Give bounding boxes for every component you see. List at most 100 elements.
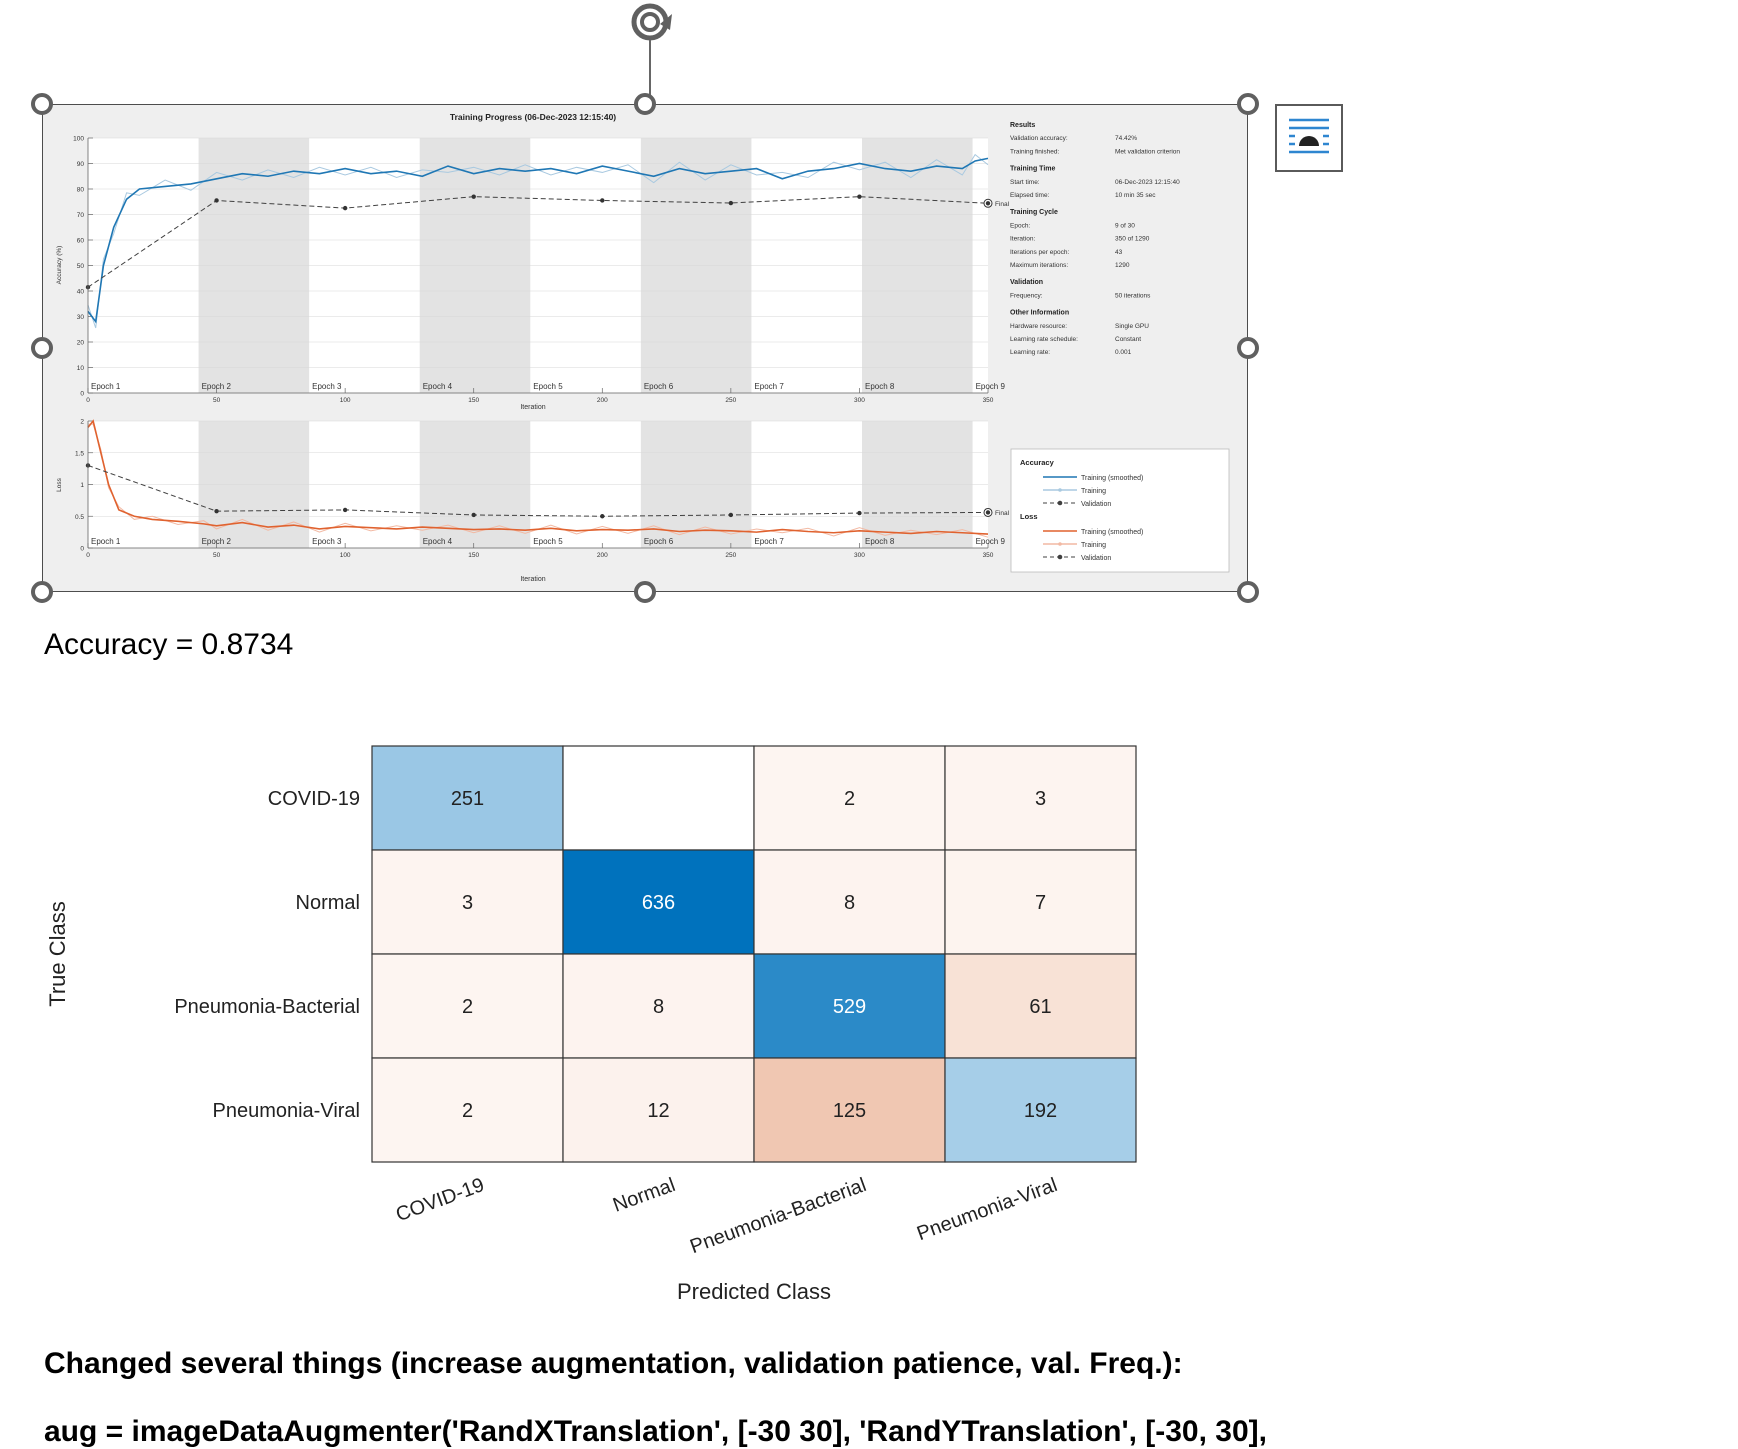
loss-xtick-label: 0: [86, 552, 90, 559]
acc-validation-point: [985, 201, 991, 206]
training-progress-plot: Training Progress (06-Dec-2023 12:15:40)…: [56, 112, 1230, 584]
confusion-row-label: Pneumonia-Bacterial: [174, 996, 360, 1018]
code-line: aug = imageDataAugmenter('RandXTranslati…: [44, 1415, 1267, 1448]
confusion-cell-value: 636: [642, 892, 675, 914]
results-row-label: Learning rate:: [1010, 349, 1050, 356]
acc-epoch-label: Epoch 7: [754, 382, 784, 391]
confusion-cell: [562, 849, 755, 955]
loss-epoch-label: Epoch 6: [644, 537, 674, 546]
results-row-value: 9 of 30: [1115, 222, 1135, 229]
acc-epoch-label: Epoch 2: [202, 382, 232, 391]
loss-ytick-label: 2: [80, 419, 84, 426]
resize-handle-bottom-right[interactable]: [1237, 581, 1259, 603]
confusion-cell-value: 12: [647, 1100, 669, 1122]
acc-ytick-label: 50: [77, 263, 85, 270]
results-section-header: Validation: [1010, 279, 1043, 286]
acc-validation-point: [471, 194, 476, 199]
confusion-cell: [562, 1057, 755, 1163]
resize-handle-top-left[interactable]: [31, 93, 53, 115]
rotate-handle[interactable]: [620, 0, 700, 46]
results-row-value: Single GPU: [1115, 323, 1149, 330]
confusion-cell: [371, 1057, 564, 1163]
loss-xtick-label: 250: [725, 552, 736, 559]
results-row-value: 10 min 35 sec: [1115, 192, 1156, 199]
results-section-header: Other Information: [1010, 310, 1069, 317]
loss-epoch-label: Epoch 4: [423, 537, 453, 546]
acc-xtick-label: 250: [725, 397, 736, 404]
resize-handle-middle-left[interactable]: [31, 337, 53, 359]
resize-handle-top-center[interactable]: [634, 93, 656, 115]
confusion-cell-value: 8: [653, 996, 664, 1018]
legend-acc-training-label: Training: [1081, 488, 1106, 495]
acc-ytick-label: 80: [77, 187, 85, 194]
results-section-header: Training Time: [1010, 166, 1055, 173]
confusion-cell: [944, 1057, 1137, 1163]
accuracy-final-label: Final: [995, 201, 1010, 208]
resize-handle-top-right[interactable]: [1237, 93, 1259, 115]
loss-validation-point: [600, 514, 605, 519]
resize-handle-bottom-left[interactable]: [31, 581, 53, 603]
confusion-cell-value: 61: [1029, 996, 1051, 1018]
loss-validation-line: [87, 464, 989, 517]
results-row-value: Constant: [1115, 336, 1141, 343]
training-progress-image[interactable]: Training Progress (06-Dec-2023 12:15:40)…: [42, 104, 1248, 592]
confusion-cell-value: 251: [451, 788, 484, 810]
results-row-value: 43: [1115, 249, 1123, 256]
confusion-cell-value: 2: [844, 788, 855, 810]
confusion-cell: [562, 745, 755, 851]
results-row-value: 06-Dec-2023 12:15:40: [1115, 179, 1180, 186]
results-section-header: Results: [1010, 122, 1035, 129]
confusion-matrix-ylabel: True Class: [45, 901, 70, 1007]
loss-xtick-label: 150: [468, 552, 479, 559]
loss-validation-point: [214, 508, 219, 514]
confusion-cell-value: 192: [1024, 1100, 1057, 1122]
results-row-label: Epoch:: [1010, 222, 1030, 229]
loss-epoch-label: Epoch 7: [754, 537, 784, 546]
confusion-cell: [753, 849, 946, 955]
confusion-col-label: Pneumonia-Viral: [914, 1174, 1060, 1245]
loss-xtick-label: 350: [983, 552, 994, 559]
acc-epoch-label: Epoch 3: [312, 382, 342, 391]
legend-loss-header: Loss: [1020, 512, 1038, 521]
loss-ytick-label: 1.5: [75, 450, 84, 457]
loss-ylabel: Loss: [56, 477, 63, 491]
acc-xtick-label: 200: [597, 397, 608, 404]
acc-epoch-label: Epoch 8: [865, 382, 895, 391]
loss-validation-point: [342, 507, 348, 513]
loss-xlabel: Iteration: [520, 576, 545, 583]
results-row-value: 0.001: [1115, 349, 1132, 356]
loss-ytick-label: 0.5: [75, 514, 84, 521]
loss-epoch-label: Epoch 5: [533, 537, 563, 546]
acc-ytick-label: 100: [73, 136, 84, 143]
legend-box: Accuracy Training (smoothed) Training Va…: [1010, 448, 1230, 573]
acc-xtick-label: 100: [340, 397, 351, 404]
acc-xtick-label: 150: [468, 397, 479, 404]
resize-handle-bottom-center[interactable]: [634, 581, 656, 603]
results-row-value: 1290: [1115, 262, 1130, 269]
results-row-label: Iteration:: [1010, 236, 1035, 243]
confusion-cell-value: 7: [1035, 892, 1046, 914]
results-panel: Results Validation accuracy: 74.42% Trainin…: [1010, 122, 1180, 356]
acc-epoch-label: Epoch 5: [533, 382, 563, 391]
results-section-header: Training Cycle: [1010, 209, 1058, 216]
loss-validation-point: [857, 510, 862, 516]
confusion-col-label: Pneumonia-Bacterial: [687, 1174, 869, 1258]
results-row-label: Start time:: [1010, 179, 1040, 186]
loss-epoch-label: Epoch 2: [202, 537, 232, 546]
legend-acc-validation-label: Validation: [1081, 501, 1111, 508]
results-row-label: Elapsed time:: [1010, 192, 1050, 199]
acc-ytick-label: 10: [77, 365, 85, 372]
confusion-matrix-chart: 251 2 3 3 636 8 7 2 8 529 61 2 12 125 192 COVID-19 Norm…: [45, 745, 1137, 1304]
results-row-label: Maximum iterations:: [1010, 262, 1068, 269]
acc-epoch-label: Epoch 9: [976, 382, 1006, 391]
layout-options-button[interactable]: [1275, 104, 1343, 172]
loss-axes: 0 0.5 1 1.5 2 0 50 100 150 200 250 300 350 Epoch 1 Ep…: [56, 419, 1010, 584]
loss-epoch-label: Epoch 1: [91, 537, 121, 546]
legend-loss-smoothed-label: Training (smoothed): [1081, 529, 1143, 536]
acc-validation-point: [214, 198, 219, 203]
accuracy-training-smoothed-line: [87, 157, 989, 324]
results-row-label: Iterations per epoch:: [1010, 249, 1069, 256]
loss-validation-point: [728, 512, 734, 518]
confusion-cell-value: 2: [462, 1100, 473, 1122]
resize-handle-middle-right[interactable]: [1237, 337, 1259, 359]
